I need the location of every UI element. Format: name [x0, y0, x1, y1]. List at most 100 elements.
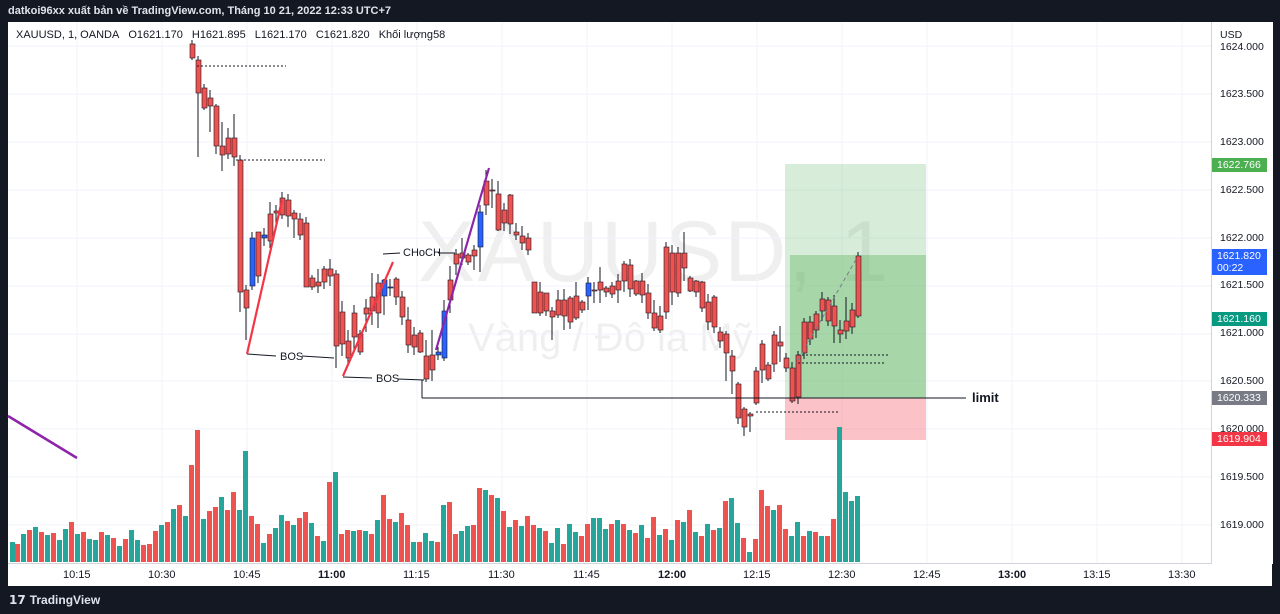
limit-price-tag: 1620.333	[1212, 391, 1267, 405]
candlestick	[525, 237, 532, 251]
price-axis[interactable]: USD 1624.000 1623.500 1623.000 1622.500 …	[1211, 22, 1273, 564]
candlestick	[843, 320, 850, 332]
candlestick	[435, 351, 442, 356]
candlestick	[561, 299, 568, 317]
candlestick	[753, 370, 760, 404]
time-tick: 11:30	[488, 569, 515, 581]
volume-bar	[327, 482, 332, 562]
volume-bar	[123, 539, 128, 562]
volume-bar	[273, 528, 278, 562]
volume-bar	[45, 535, 50, 562]
volume-bar	[819, 536, 824, 562]
candlestick	[297, 218, 304, 236]
volume-bar	[453, 534, 458, 562]
volume-bar	[183, 516, 188, 562]
volume-bar	[597, 518, 602, 562]
projection-dashed-line	[797, 255, 859, 361]
axis-currency: USD	[1220, 29, 1243, 41]
candlestick	[651, 312, 658, 329]
volume-bar	[231, 492, 236, 562]
volume-bar	[531, 525, 536, 562]
volume-bar	[513, 520, 518, 562]
volume-bar	[213, 507, 218, 562]
legend-symbol[interactable]: XAUUSD, 1, OANDA	[16, 29, 120, 41]
candlestick	[723, 333, 730, 354]
volume-bar	[555, 528, 560, 562]
volume-bar	[399, 513, 404, 562]
volume-bar	[705, 524, 710, 562]
volume-bar	[141, 545, 146, 562]
volume-bar	[837, 427, 842, 562]
volume-bar	[255, 524, 260, 562]
candlestick	[201, 87, 208, 109]
candlestick	[813, 313, 820, 331]
tradingview-logo-icon: 𝟭𝟳	[9, 593, 26, 607]
volume-bar	[753, 539, 758, 562]
volume-bar	[261, 543, 266, 562]
candlestick	[771, 334, 778, 365]
volume-bar	[87, 539, 92, 562]
volume-bar	[783, 529, 788, 562]
bos-label-2[interactable]: BOS	[376, 373, 400, 385]
candlestick	[585, 282, 592, 297]
candlestick	[189, 43, 196, 59]
volume-bar	[321, 541, 326, 562]
volume-bar	[417, 542, 422, 562]
candlestick	[309, 277, 316, 288]
candlestick	[759, 343, 766, 371]
candlestick	[549, 310, 556, 318]
volume-bar	[495, 498, 500, 562]
volume-bar	[39, 532, 44, 562]
choch-line	[382, 252, 401, 255]
volume-bar	[357, 530, 362, 562]
candlestick	[411, 334, 418, 348]
candlestick	[747, 413, 754, 417]
volume-bar	[567, 524, 572, 562]
candlestick	[729, 355, 736, 372]
tradingview-logo[interactable]: 𝟭𝟳 TradingView	[9, 593, 100, 607]
volume-bar	[177, 505, 182, 562]
time-axis[interactable]: 10:15 10:30 10:45 11:00 11:15 11:30 11:45 12:00…	[8, 563, 1211, 587]
price-tick: 1619.500	[1220, 471, 1264, 483]
time-tick: 13:00	[998, 569, 1027, 581]
volume-bar	[813, 532, 818, 562]
volume-bar	[501, 511, 506, 562]
volume-bar	[243, 451, 248, 562]
legend-open: O1621.170	[128, 29, 183, 41]
volume-bar	[765, 506, 770, 562]
volume-bar	[855, 496, 860, 562]
candlestick	[687, 277, 694, 292]
bos-label-1[interactable]: BOS	[280, 351, 304, 363]
bos-line-2	[342, 376, 373, 379]
volume-bar	[159, 525, 164, 562]
volume-bar	[519, 526, 524, 562]
limit-label[interactable]: limit	[972, 390, 999, 405]
time-tick: 12:30	[828, 569, 856, 581]
candlestick	[819, 298, 826, 312]
volume-bar	[639, 525, 644, 562]
candlestick	[321, 268, 328, 283]
take-profit-zone	[785, 164, 926, 398]
candlestick	[213, 105, 220, 147]
volume-bar	[747, 552, 752, 562]
candlestick	[741, 408, 748, 428]
volume-bar	[351, 531, 356, 562]
last-price-value: 1621.820	[1217, 250, 1261, 262]
candlestick	[471, 249, 478, 257]
volume-bar	[435, 542, 440, 562]
volume-bar	[603, 529, 608, 562]
time-tick: 12:45	[913, 569, 941, 581]
price-tick: 1623.000	[1220, 136, 1264, 148]
volume-bar	[105, 535, 110, 562]
candlestick	[483, 180, 490, 206]
candlestick	[537, 291, 544, 314]
candlestick	[591, 289, 598, 292]
candlestick	[639, 280, 646, 296]
volume-bar	[483, 490, 488, 562]
volume-bar	[573, 532, 578, 562]
volume-bar	[627, 530, 632, 562]
choch-label[interactable]: CHoCH	[403, 247, 441, 259]
price-tick: 1621.000	[1220, 327, 1264, 339]
candlestick	[303, 222, 310, 288]
